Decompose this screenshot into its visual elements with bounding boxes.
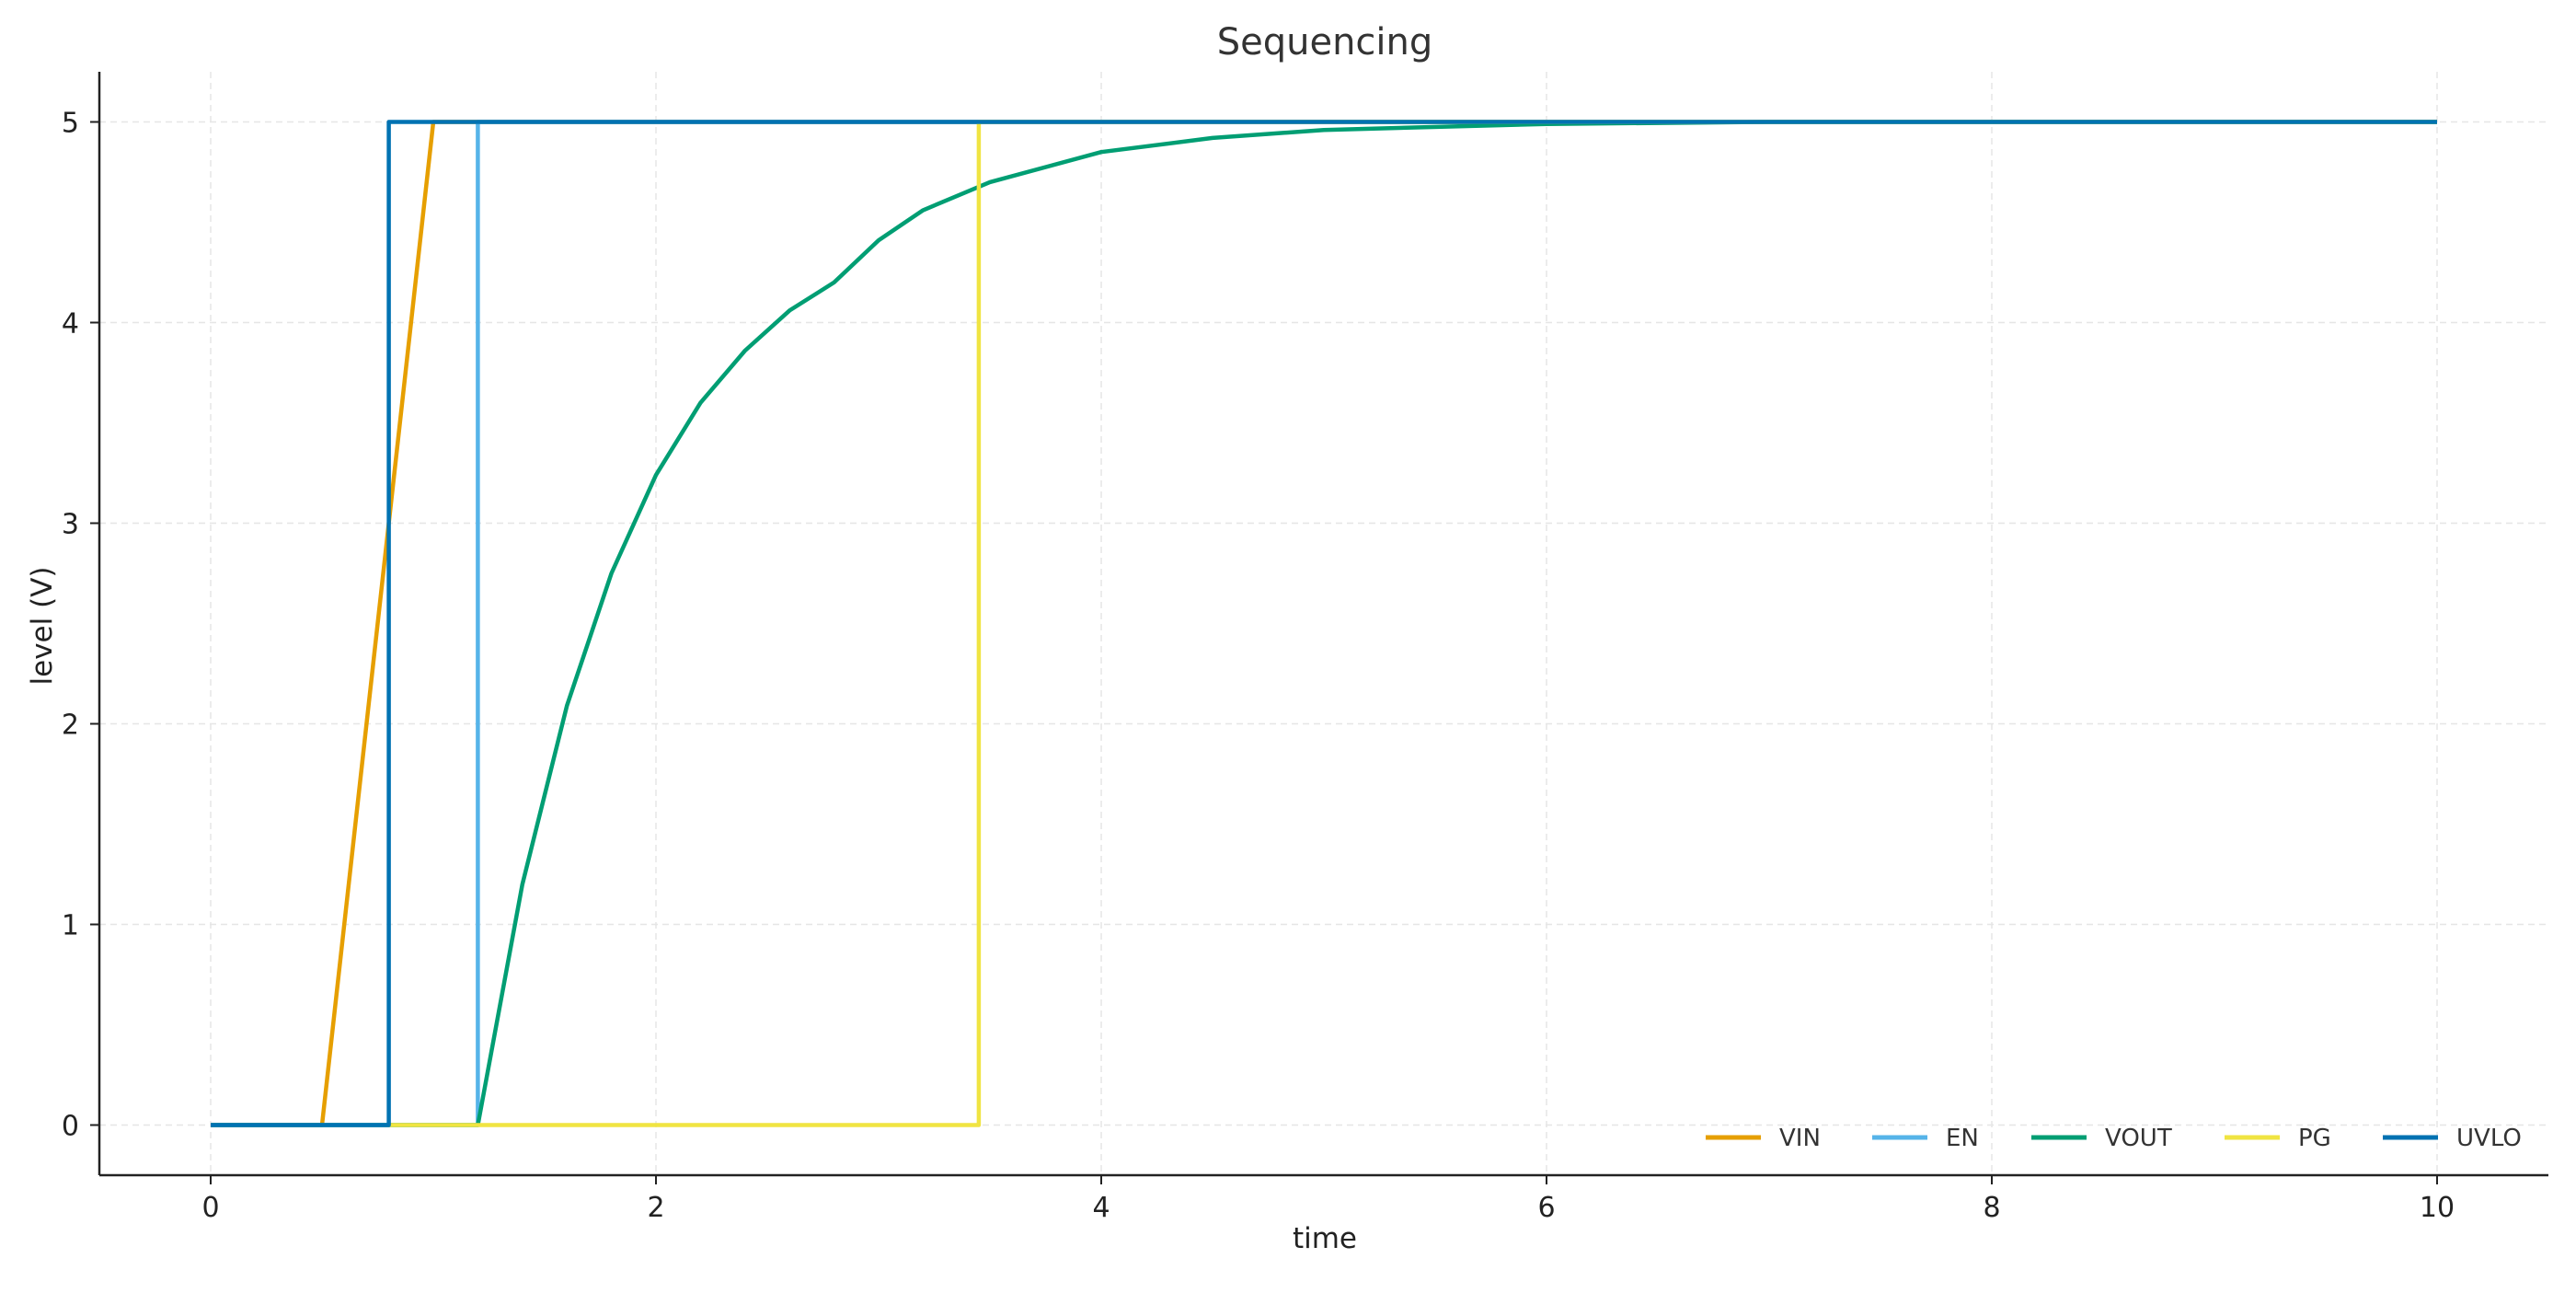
- series-line-pg: [388, 120, 2437, 1127]
- y-tick-label: 5: [62, 108, 79, 140]
- y-tick-label: 0: [62, 1111, 79, 1143]
- x-tick-label: 4: [1092, 1192, 1110, 1224]
- x-tick-label: 6: [1537, 1192, 1555, 1224]
- chart-title: Sequencing: [1217, 21, 1433, 63]
- series-line-vout: [211, 120, 2437, 1127]
- x-tick-label: 0: [201, 1192, 219, 1224]
- y-tick-label: 4: [62, 308, 79, 341]
- series-lines: [211, 120, 2437, 1127]
- legend-label-vout: VOUT: [2105, 1125, 2172, 1152]
- x-axis-label: time: [1293, 1222, 1357, 1255]
- legend: VIN EN VOUT PG UVLO: [1706, 1125, 2522, 1152]
- y-tick-label: 1: [62, 910, 79, 942]
- series-line-en: [211, 120, 2437, 1127]
- legend-label-vin: VIN: [1779, 1125, 1821, 1152]
- legend-label-uvlo: UVLO: [2456, 1125, 2522, 1152]
- series-line-uvlo: [211, 120, 2437, 1127]
- x-tick-label: 10: [2420, 1192, 2455, 1224]
- y-tick-label: 3: [62, 509, 79, 541]
- grid: [99, 72, 2548, 1175]
- legend-label-pg: PG: [2298, 1125, 2331, 1152]
- axes: 0 2 4 6 8 10 0 1 2 3 4 5: [62, 72, 2548, 1224]
- legend-label-en: EN: [1946, 1125, 1979, 1152]
- x-tick-label: 8: [1983, 1192, 2000, 1224]
- y-tick-label: 2: [62, 710, 79, 742]
- series-line-vin: [211, 120, 2437, 1127]
- x-tick-label: 2: [647, 1192, 664, 1224]
- y-axis-label: level (V): [26, 567, 59, 686]
